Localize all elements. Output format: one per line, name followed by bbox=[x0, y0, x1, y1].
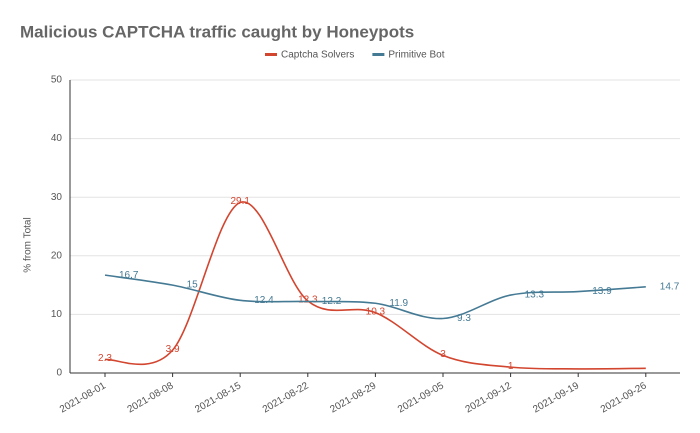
data-label: 11.9 bbox=[389, 298, 408, 309]
data-label: 2.3 bbox=[98, 353, 112, 364]
series-line bbox=[104, 274, 646, 320]
y-tick-label: 0 bbox=[56, 368, 62, 379]
y-tick-label: 40 bbox=[51, 133, 63, 144]
x-tick-label: 2021-09-26 bbox=[599, 380, 649, 415]
data-label: 13.3 bbox=[525, 290, 545, 301]
x-tick-label: 2021-08-15 bbox=[193, 380, 243, 415]
data-label: 16.7 bbox=[119, 270, 139, 281]
data-label: 15 bbox=[187, 280, 199, 291]
data-label: 29.1 bbox=[230, 196, 250, 207]
x-tick-label: 2021-09-05 bbox=[396, 380, 446, 415]
y-tick-label: 20 bbox=[51, 250, 63, 261]
x-tick-label: 2021-08-01 bbox=[58, 380, 108, 415]
x-tick-label: 2021-08-22 bbox=[261, 380, 311, 415]
x-tick-label: 2021-09-12 bbox=[464, 380, 514, 415]
y-axis-label: % from Total bbox=[23, 217, 34, 272]
legend-label: Captcha Solvers bbox=[281, 50, 354, 61]
data-label: 14.7 bbox=[660, 281, 680, 292]
data-label: 10.3 bbox=[366, 306, 386, 317]
data-label: 12.4 bbox=[254, 295, 274, 306]
data-label: 3.9 bbox=[166, 344, 180, 355]
series-line bbox=[104, 201, 646, 370]
y-tick-label: 10 bbox=[51, 309, 63, 320]
x-tick-label: 2021-08-29 bbox=[328, 380, 378, 415]
x-tick-label: 2021-08-08 bbox=[126, 380, 176, 415]
y-tick-label: 50 bbox=[51, 75, 63, 86]
data-label: 9.3 bbox=[457, 313, 471, 324]
data-label: 3 bbox=[440, 349, 446, 360]
chart-title: Malicious CAPTCHA traffic caught by Hone… bbox=[20, 22, 414, 41]
legend-swatch bbox=[265, 53, 277, 56]
legend-swatch bbox=[372, 53, 385, 56]
data-label: 12.3 bbox=[298, 295, 318, 306]
y-tick-label: 30 bbox=[51, 192, 63, 203]
legend-label: Primitive Bot bbox=[388, 50, 444, 61]
data-label: 1 bbox=[508, 361, 514, 372]
data-label: 13.9 bbox=[592, 286, 612, 297]
x-tick-label: 2021-09-19 bbox=[531, 380, 581, 415]
data-label: 12.2 bbox=[322, 296, 342, 307]
